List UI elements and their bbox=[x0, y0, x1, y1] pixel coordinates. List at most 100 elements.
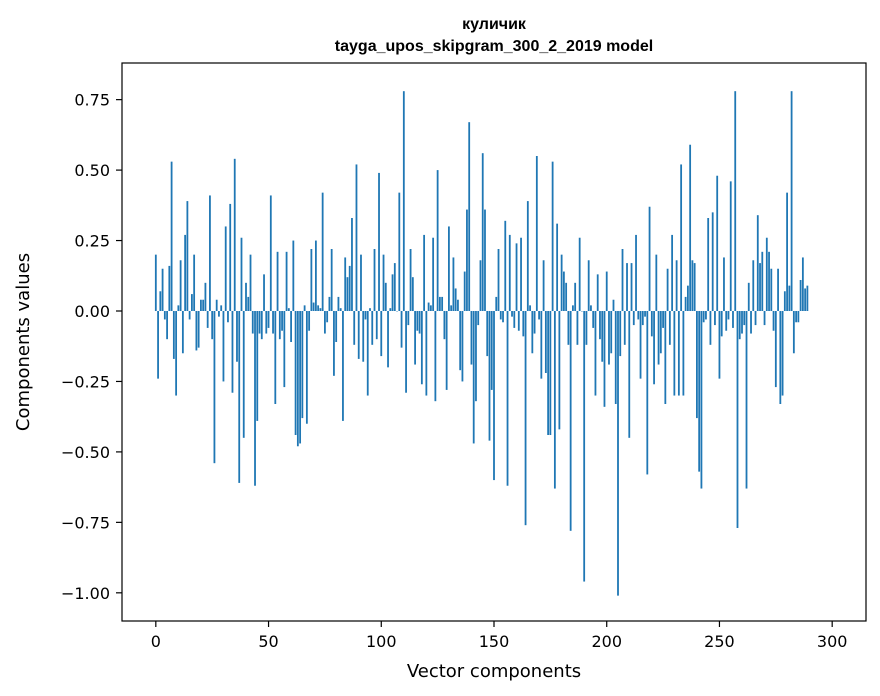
bar-42 bbox=[249, 254, 252, 311]
bar-166 bbox=[529, 305, 531, 311]
bar-245 bbox=[707, 218, 710, 311]
bar-256 bbox=[732, 311, 734, 328]
bar-12 bbox=[181, 311, 184, 354]
bar-104 bbox=[389, 308, 392, 311]
bar-83 bbox=[342, 311, 344, 421]
bar-28 bbox=[218, 311, 220, 317]
bar-195 bbox=[594, 311, 597, 396]
bar-204 bbox=[614, 311, 617, 404]
bar-157 bbox=[508, 234, 511, 311]
bar-186 bbox=[574, 282, 577, 311]
bar-197 bbox=[599, 311, 601, 340]
bar-236 bbox=[686, 285, 689, 311]
bar-201 bbox=[608, 311, 610, 365]
bar-94 bbox=[366, 311, 369, 396]
bar-74 bbox=[321, 192, 324, 311]
bar-153 bbox=[499, 311, 502, 320]
bar-56 bbox=[281, 311, 283, 331]
bar-47 bbox=[260, 311, 263, 340]
bar-161 bbox=[517, 311, 520, 331]
bar-51 bbox=[269, 195, 272, 311]
bar-4 bbox=[163, 311, 166, 320]
bar-289 bbox=[806, 285, 809, 311]
bar-10 bbox=[177, 305, 180, 311]
bar-185 bbox=[572, 305, 574, 311]
bar-191 bbox=[585, 311, 588, 345]
bar-137 bbox=[463, 271, 466, 311]
x-tick-label: 300 bbox=[817, 632, 848, 651]
bar-15 bbox=[188, 311, 191, 320]
bar-258 bbox=[736, 311, 739, 528]
bar-63 bbox=[296, 311, 299, 447]
bar-263 bbox=[747, 282, 750, 311]
bar-69 bbox=[310, 249, 313, 311]
bar-230 bbox=[673, 311, 676, 396]
bar-96 bbox=[371, 311, 374, 345]
bar-270 bbox=[763, 311, 766, 326]
bar-168 bbox=[533, 311, 536, 334]
bar-31 bbox=[224, 226, 227, 311]
bar-147 bbox=[486, 311, 489, 357]
bar-281 bbox=[788, 285, 791, 311]
bar-198 bbox=[601, 311, 604, 362]
bar-208 bbox=[623, 311, 626, 345]
bar-134 bbox=[457, 299, 459, 311]
bar-278 bbox=[781, 311, 784, 396]
bar-67 bbox=[305, 311, 308, 424]
bar-138 bbox=[466, 209, 468, 311]
bar-86 bbox=[348, 265, 351, 311]
y-tick-label: 0.25 bbox=[74, 232, 110, 251]
bar-287 bbox=[801, 257, 804, 311]
bar-227 bbox=[666, 268, 669, 311]
bar-247 bbox=[711, 212, 714, 311]
bar-124 bbox=[434, 311, 437, 402]
bar-113 bbox=[409, 249, 412, 311]
bar-234 bbox=[682, 311, 685, 396]
bar-225 bbox=[662, 311, 664, 328]
bar-237 bbox=[689, 144, 692, 311]
bar-37 bbox=[238, 311, 241, 483]
bar-81 bbox=[337, 296, 340, 311]
bar-100 bbox=[380, 311, 383, 357]
y-tick-label: −0.75 bbox=[61, 513, 110, 532]
bar-101 bbox=[382, 254, 385, 311]
bar-102 bbox=[384, 282, 387, 311]
bar-249 bbox=[716, 175, 719, 311]
bar-78 bbox=[330, 249, 333, 311]
bar-128 bbox=[443, 311, 446, 340]
bar-26 bbox=[213, 311, 216, 464]
bar-62 bbox=[294, 311, 297, 435]
bar-53 bbox=[274, 311, 277, 404]
bar-254 bbox=[727, 311, 730, 320]
x-tick-label: 50 bbox=[258, 632, 278, 651]
bar-239 bbox=[693, 263, 696, 311]
bar-178 bbox=[556, 223, 559, 311]
bar-54 bbox=[276, 251, 279, 311]
bar-5 bbox=[166, 311, 168, 340]
bar-50 bbox=[267, 311, 270, 328]
bar-66 bbox=[303, 305, 306, 311]
bar-218 bbox=[646, 311, 649, 475]
bar-58 bbox=[285, 251, 288, 311]
bar-181 bbox=[562, 271, 565, 311]
x-axis-ticks: 0 50 100 150 200 250 300 bbox=[151, 621, 848, 651]
bar-7 bbox=[170, 161, 173, 311]
bar-212 bbox=[632, 311, 635, 326]
bar-176 bbox=[551, 161, 554, 311]
bar-203 bbox=[612, 299, 615, 311]
bar-242 bbox=[700, 311, 703, 489]
bar-214 bbox=[637, 311, 640, 320]
bar-235 bbox=[684, 296, 687, 311]
bar-183 bbox=[567, 311, 570, 345]
bar-199 bbox=[603, 311, 606, 407]
bar-269 bbox=[761, 251, 764, 311]
bar-55 bbox=[278, 311, 281, 340]
bar-172 bbox=[542, 260, 545, 311]
bar-142 bbox=[475, 311, 477, 402]
bar-27 bbox=[215, 299, 218, 311]
bar-123 bbox=[432, 237, 435, 311]
bar-24 bbox=[209, 195, 211, 311]
bar-233 bbox=[680, 164, 683, 311]
bar-2 bbox=[159, 291, 162, 311]
